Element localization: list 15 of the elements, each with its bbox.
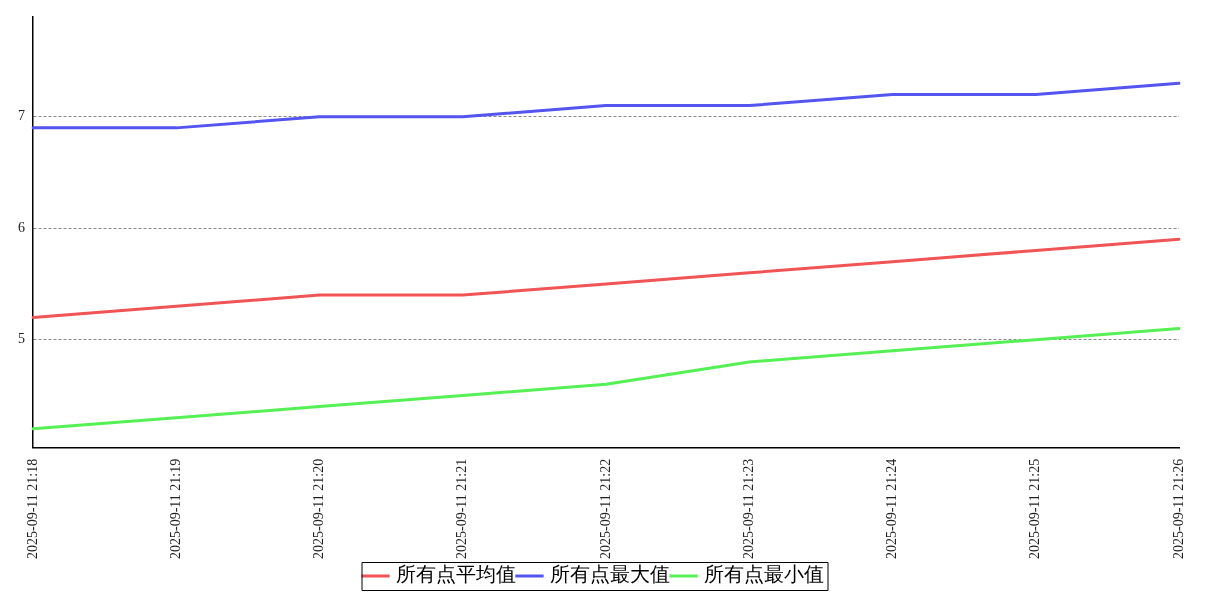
legend-label: 所有点最大值 <box>549 563 670 586</box>
legend-label: 所有点平均值 <box>395 563 516 586</box>
y-tick-label: 7 <box>18 108 25 124</box>
y-tick-label: 5 <box>18 331 25 347</box>
x-tick-label: 2025-09-11 21:23 <box>740 458 756 560</box>
x-tick-label: 2025-09-11 21:24 <box>884 458 900 560</box>
x-tick-label: 2025-09-11 21:25 <box>1027 458 1043 560</box>
x-tick-label: 2025-09-11 21:18 <box>24 458 40 560</box>
x-tick-label: 2025-09-11 21:20 <box>311 458 327 560</box>
x-tick-label: 2025-09-11 21:19 <box>167 458 183 560</box>
x-tick-label: 2025-09-11 21:21 <box>454 458 470 560</box>
y-tick-label: 6 <box>18 219 25 235</box>
x-tick-label: 2025-09-11 21:26 <box>1170 458 1186 560</box>
x-tick-label: 2025-09-11 21:22 <box>597 458 613 560</box>
legend-label: 所有点最小值 <box>703 563 824 586</box>
